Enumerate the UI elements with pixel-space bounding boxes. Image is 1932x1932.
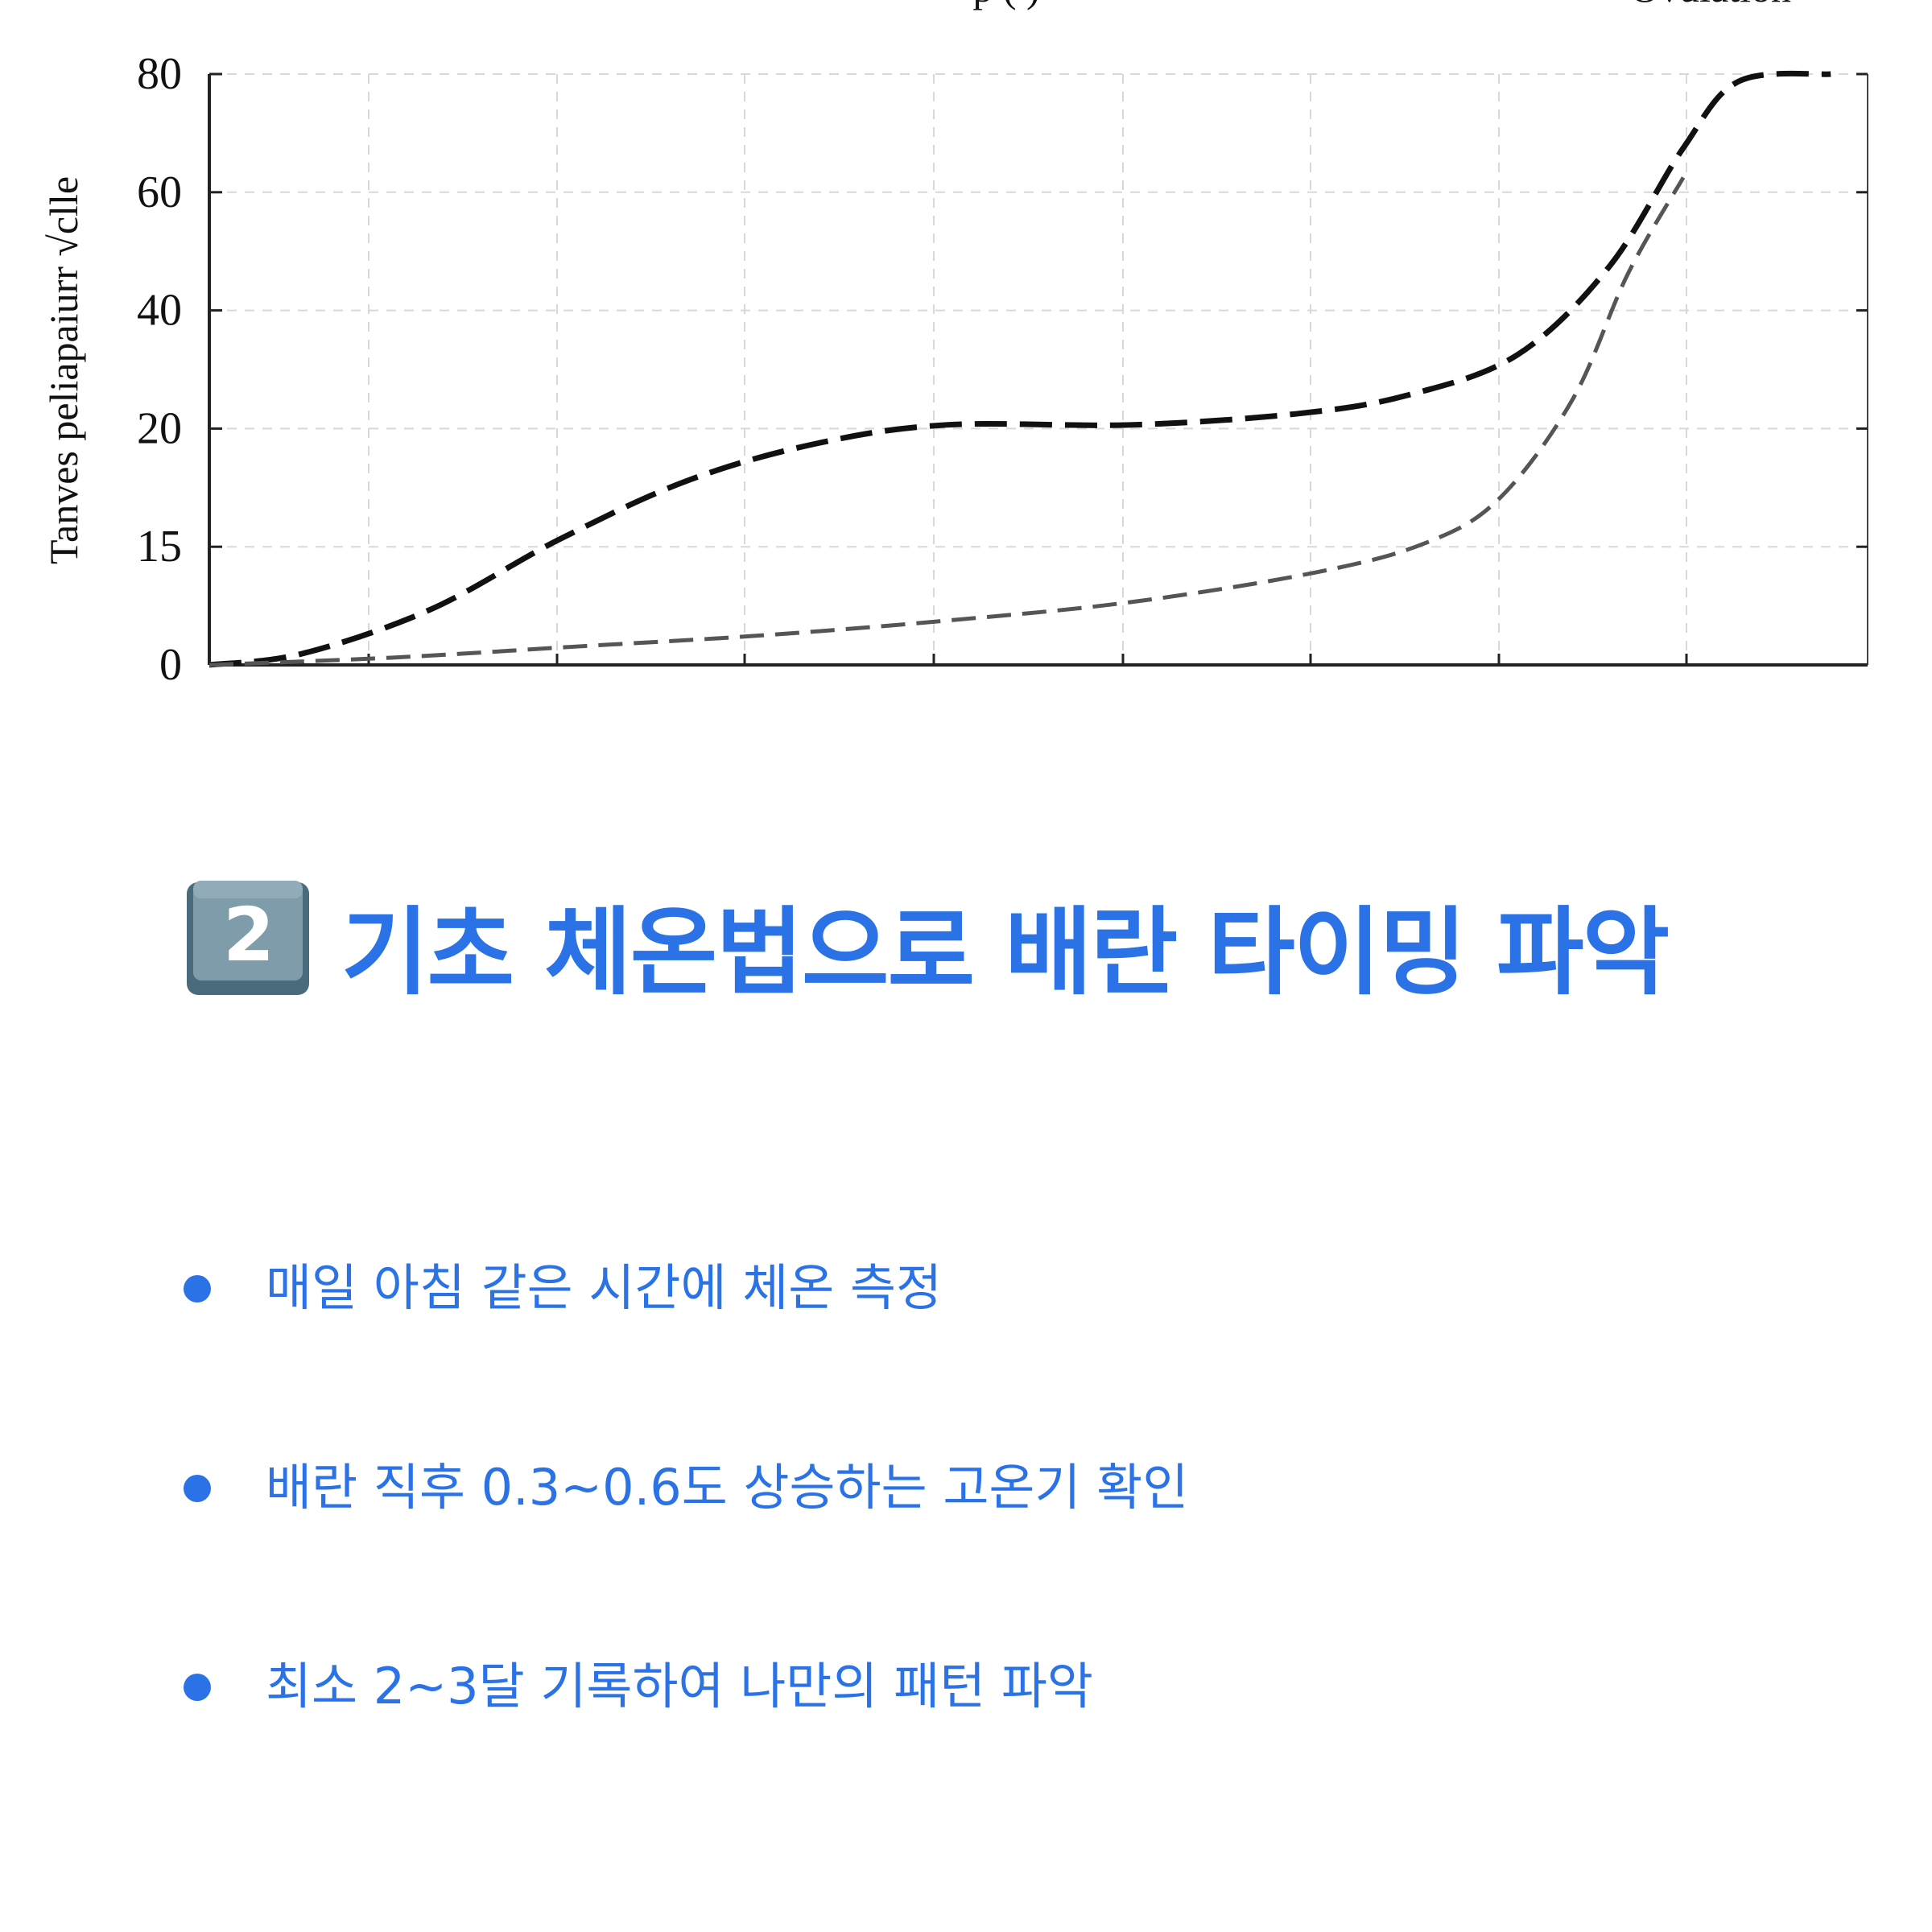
badge-number: 2 [223,892,273,978]
list-item-text: 최소 2~3달 기록하여 나만의 패턴 파악 [266,1657,1093,1715]
y-tick-labels: 0 15 20 40 60 80 [137,49,182,690]
series-line-gray-dashed [208,176,1686,667]
top-label-left: p ( ) [972,0,1039,10]
series-lines [208,70,1831,668]
bullet-dot-icon [184,1475,211,1502]
y-tick-label: 60 [137,167,182,217]
line-chart: 0 15 20 40 60 80 Tanves peliapaiurr √clle p (… [41,0,1868,690]
keycap-number-icon: 2 [184,877,312,998]
list-item: 매일 아침 같은 시간에 체온 측정 [184,1248,1713,1328]
y-axis-label: Tanves peliapaiurr √clle [41,176,86,564]
list-item-text: 배란 직후 0.3~0.6도 상승하는 고온기 확인 [266,1458,1189,1517]
top-label-ovulation: Ovulation [1630,0,1791,10]
axes [208,72,1868,667]
y-tick-label: 0 [159,640,182,690]
series-line-black-dashed [208,70,1831,668]
y-tick-label: 20 [137,403,182,453]
bullet-dot-icon [184,1275,211,1302]
y-tick-label: 40 [137,286,182,336]
y-tick-label: 80 [137,49,182,99]
y-tick-label: 15 [137,522,182,572]
list-item: 배란 직후 0.3~0.6도 상승하는 고온기 확인 [184,1447,1713,1528]
chart: 0 15 20 40 60 80 Tanves peliapaiurr √clle p (… [0,0,1932,692]
bullet-dot-icon [184,1674,211,1701]
list-item: 최소 2~3달 기록하여 나만의 패턴 파악 [184,1646,1713,1727]
list-item-text: 매일 아침 같은 시간에 체온 측정 [266,1258,943,1317]
heading-text: 기초 체온법으로 배란 타이밍 파악 [341,897,1670,1008]
section-heading: 2 기초 체온법으로 배란 타이밍 파악 [184,877,1761,1027]
grid [209,73,1868,665]
